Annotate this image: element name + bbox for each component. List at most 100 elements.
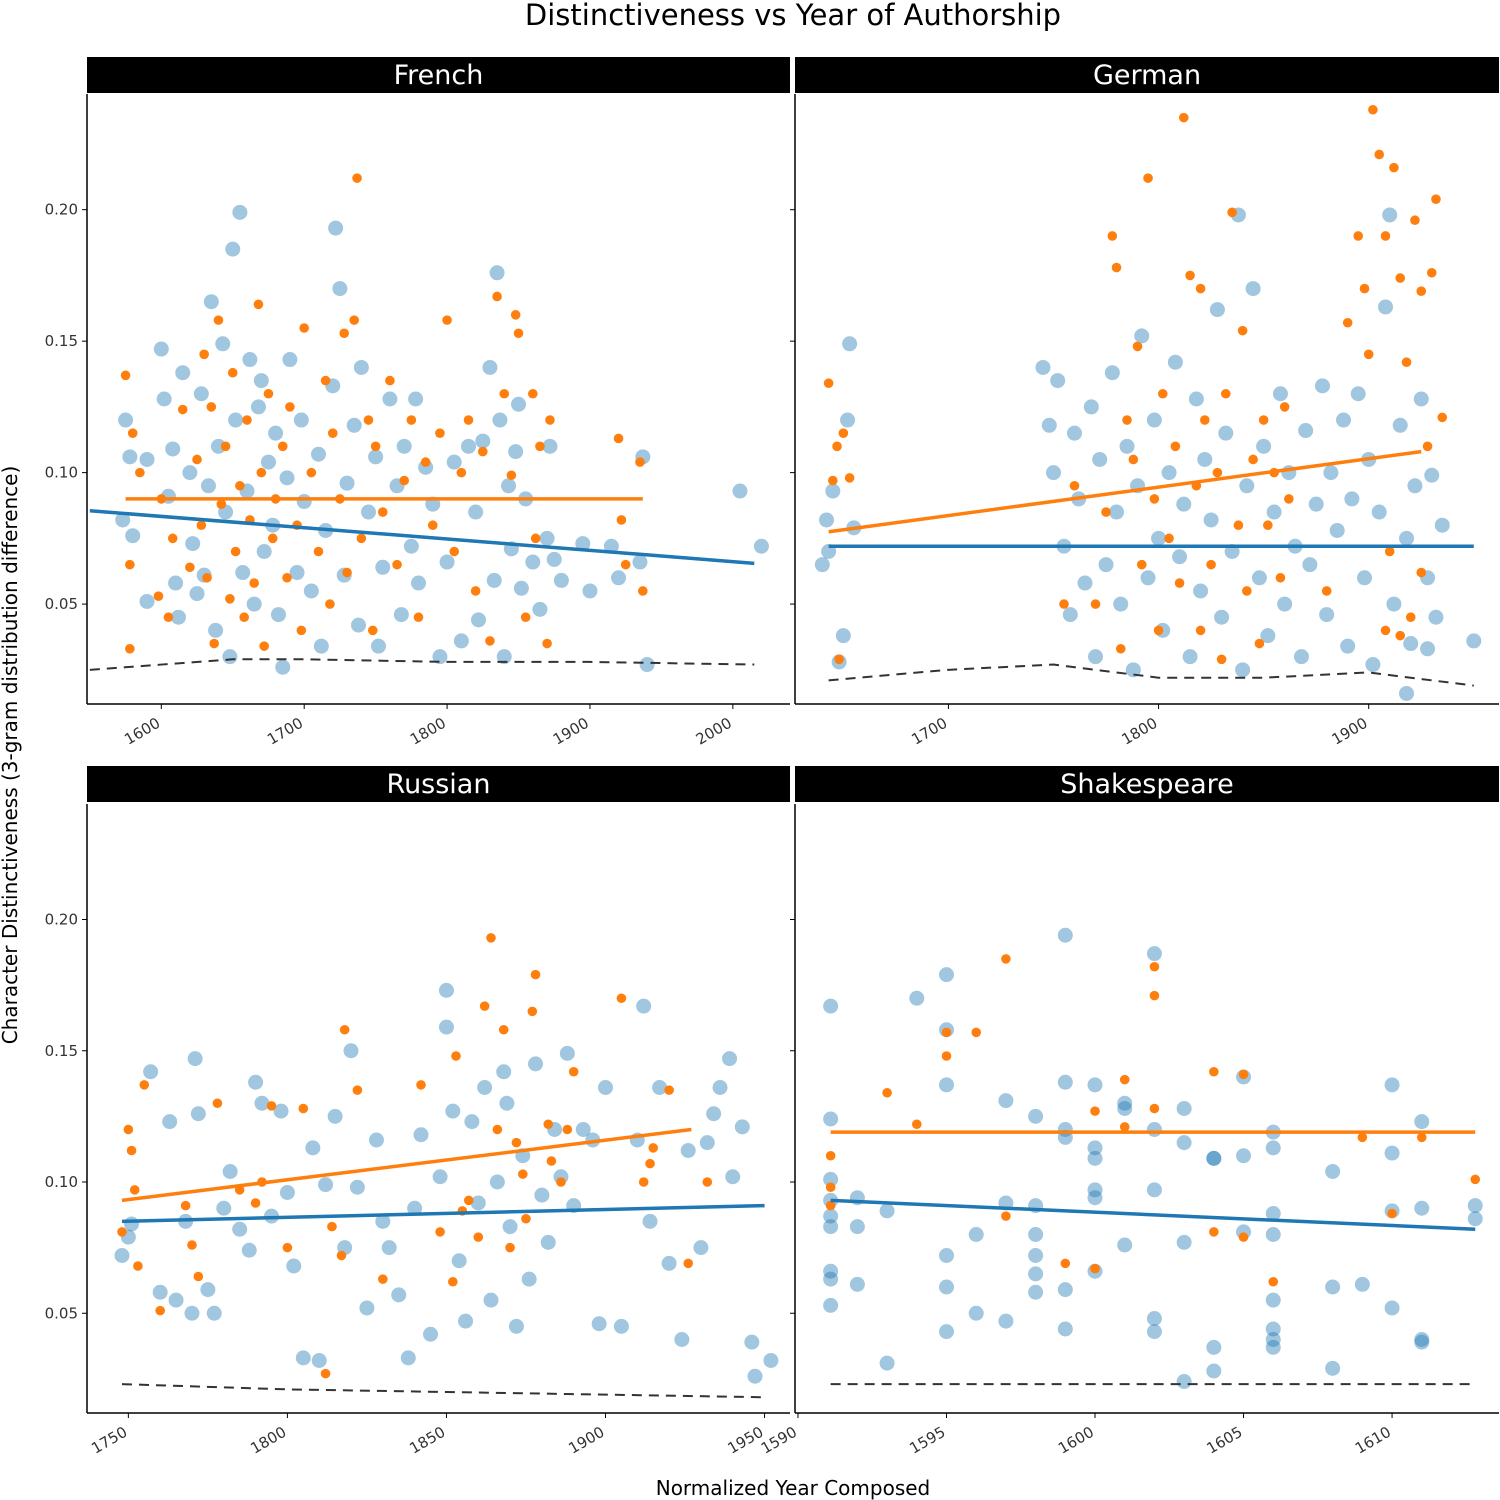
blue-point	[295, 1350, 311, 1366]
panel-german: German 1700 1800 1900	[790, 57, 1499, 749]
blue-point	[396, 438, 412, 454]
orange-point	[192, 454, 202, 465]
orange-point	[1090, 599, 1101, 609]
orange-point	[320, 1368, 331, 1379]
orange-point	[259, 641, 269, 651]
blue-point	[1265, 1292, 1281, 1308]
blue-point	[763, 1353, 779, 1368]
blue-point	[268, 425, 284, 441]
blue-point	[1117, 1101, 1133, 1116]
orange-point	[1143, 173, 1153, 183]
blue-point	[115, 512, 131, 528]
orange-point	[616, 993, 627, 1004]
blue-point	[327, 1108, 343, 1124]
blue-point	[492, 412, 508, 428]
blue-point	[253, 373, 269, 389]
blue-point	[184, 1305, 200, 1321]
orange-point	[825, 1200, 836, 1211]
x-tick-label: 2000	[693, 714, 735, 749]
blue-point	[502, 1219, 518, 1235]
orange-point	[413, 612, 424, 623]
blue-point	[439, 554, 455, 570]
orange-point	[1405, 612, 1416, 623]
blue-point	[165, 441, 181, 457]
orange-point	[1111, 262, 1122, 273]
orange-point	[448, 1276, 458, 1287]
orange-point	[167, 533, 178, 544]
blue-point	[825, 483, 841, 499]
blue-point	[1176, 1101, 1192, 1116]
x-tick-label: 1750	[88, 1423, 130, 1458]
blue-point	[598, 1080, 614, 1095]
blue-point	[1151, 530, 1167, 546]
blue-point	[1265, 1140, 1281, 1156]
blue-point	[998, 1093, 1014, 1109]
blue-point	[432, 1169, 448, 1185]
blue-point	[1325, 1360, 1341, 1376]
blue-point	[1117, 1095, 1133, 1111]
orange-point	[506, 470, 517, 481]
blue-point	[248, 1074, 264, 1090]
x-tick-label: 1900	[565, 1423, 607, 1458]
orange-point	[1248, 454, 1258, 465]
blue-point	[1050, 373, 1066, 389]
blue-point	[1117, 1237, 1133, 1253]
blue-point	[1119, 438, 1135, 454]
orange-point	[250, 1198, 261, 1208]
orange-point	[1389, 162, 1399, 173]
orange-point	[125, 643, 135, 654]
blue-point	[1087, 1140, 1103, 1156]
orange-point	[463, 1195, 474, 1206]
orange-point	[253, 299, 264, 310]
strip-label-russian: Russian	[387, 769, 491, 800]
orange-point	[1258, 415, 1269, 425]
orange-point	[1437, 412, 1448, 423]
x-tick-label: 1900	[1329, 714, 1371, 749]
blue-point	[849, 1276, 865, 1292]
blue-point	[1265, 1332, 1281, 1347]
orange-point	[266, 1101, 277, 1111]
blue-point	[483, 1292, 499, 1308]
orange-point	[546, 1156, 557, 1166]
orange-point	[485, 636, 495, 646]
blue-point	[242, 352, 258, 368]
blue-point	[1045, 465, 1061, 481]
blue-point	[674, 1332, 690, 1347]
blue-point	[215, 336, 231, 352]
blue-point	[489, 265, 505, 281]
blue-point	[408, 391, 424, 407]
orange-point	[370, 441, 381, 452]
blue-point	[1378, 299, 1394, 315]
blue-point	[168, 575, 184, 591]
blue-point	[1087, 1150, 1103, 1166]
orange-point	[1374, 149, 1385, 160]
blue-point	[1399, 530, 1415, 546]
orange-point	[545, 415, 555, 425]
orange-point	[1153, 625, 1164, 636]
orange-trend-line	[828, 449, 1422, 534]
orange-point	[133, 1261, 143, 1271]
orange-point	[1275, 572, 1286, 583]
blue-point	[699, 1135, 715, 1151]
orange-point	[1431, 194, 1441, 204]
blue-point	[725, 1169, 741, 1185]
orange-point	[155, 1305, 165, 1316]
blue-point	[1265, 1227, 1281, 1242]
orange-point	[1395, 630, 1406, 641]
blue-point	[270, 607, 286, 623]
orange-point	[1149, 961, 1160, 972]
blue-point	[753, 538, 769, 554]
orange-point	[1149, 990, 1160, 1001]
blue-point	[203, 294, 219, 310]
blue-point	[1028, 1284, 1044, 1300]
blue-point	[546, 551, 562, 567]
blue-point	[458, 1313, 474, 1329]
blue-point	[1414, 1114, 1430, 1130]
blue-point	[1319, 607, 1335, 623]
orange-point	[834, 654, 844, 665]
x-tick-label: 1590	[758, 1423, 800, 1458]
blue-point	[542, 438, 558, 454]
y-tick-label: 0.05	[45, 595, 78, 613]
orange-point	[1178, 112, 1189, 123]
blue-point	[222, 1164, 238, 1179]
